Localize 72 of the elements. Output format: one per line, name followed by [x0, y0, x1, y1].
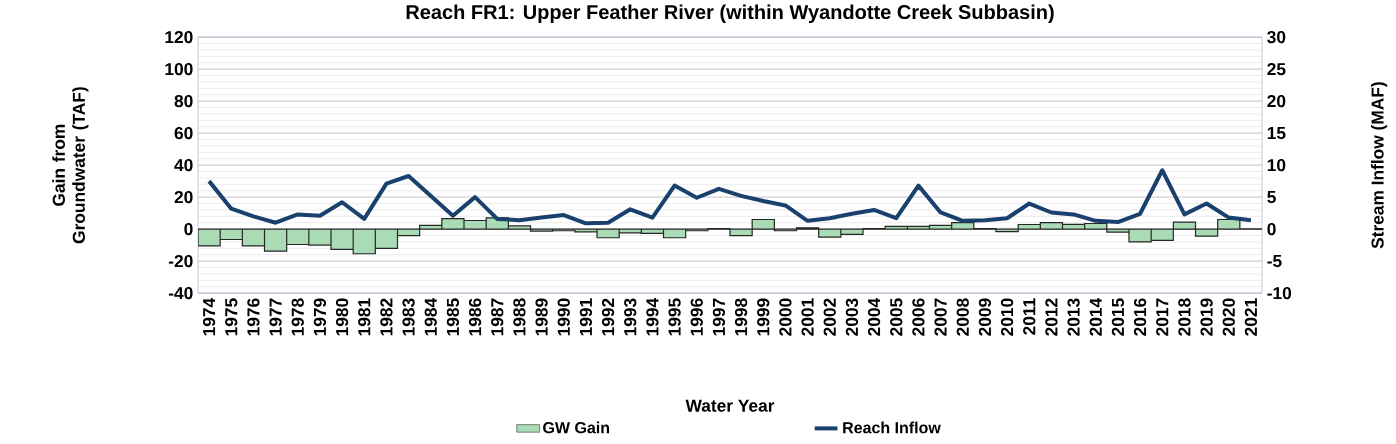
x-tick-label: 1986 [468, 298, 482, 336]
x-tick-label: 1998 [734, 298, 748, 336]
y2-tick-label: -5 [1267, 255, 1282, 268]
x-tick-label: 2005 [890, 298, 903, 336]
legend-label: GW Gain [543, 421, 610, 434]
x-tick-label: 1983 [402, 298, 415, 336]
x-tick-label: 1978 [291, 298, 304, 336]
x-tick-label: 2001 [801, 298, 814, 336]
x-tick-label: 2004 [867, 297, 881, 336]
x-tick-label: 2008 [956, 298, 969, 336]
y2-tick-label: -10 [1267, 286, 1292, 300]
x-tick-label: 1999 [757, 298, 770, 336]
x-tick-label: 2012 [1045, 298, 1058, 336]
legend-label: Reach Inflow [843, 421, 941, 434]
x-tick-label: 1993 [624, 298, 637, 336]
x-tick-label: 2000 [779, 298, 792, 336]
x-tick-label: 1977 [269, 298, 282, 336]
x-tick-label: 1997 [712, 298, 726, 336]
x-tick-label: 2003 [845, 298, 859, 336]
x-tick-label: 1982 [380, 298, 393, 336]
x-tick-label: 1994 [646, 297, 659, 336]
x-tick-label: 2017 [1156, 298, 1169, 336]
y-tick-label: 20 [174, 190, 193, 204]
y-tick-label: 120 [165, 30, 193, 44]
x-tick-label: 1975 [225, 298, 238, 336]
x-tick-label: 1985 [446, 298, 460, 336]
x-tick-label: 1980 [335, 298, 349, 336]
x-tick-label: 2013 [1067, 298, 1080, 336]
y2-tick-label: 5 [1267, 191, 1276, 204]
x-tick-label: 1979 [313, 298, 327, 336]
y-tick-label: -20 [168, 254, 193, 268]
x-tick-label: 1989 [535, 298, 548, 336]
y-tick-label: -40 [168, 286, 193, 300]
x-tick-label: 2002 [823, 298, 836, 336]
x-tick-label: 2011 [1023, 298, 1036, 335]
y2-tick-label: 25 [1267, 62, 1286, 76]
y2-tick-label: 10 [1267, 158, 1286, 172]
x-tick-label: 2007 [934, 298, 947, 336]
y-axis-title: Gain from Groundwater (TAF) [52, 87, 89, 244]
x-tick-label: 1991 [579, 298, 593, 336]
x-tick-label: 2021 [1244, 298, 1258, 336]
x-tick-label: 2015 [1111, 298, 1125, 336]
y2-axis-title: Stream Inflow (MAF) [1370, 82, 1388, 249]
y2-tick-label: 20 [1267, 94, 1286, 108]
y-tick-label: 40 [174, 158, 193, 172]
x-tick-label: 2006 [912, 298, 925, 336]
y-tick-label: 0 [184, 222, 193, 236]
x-tick-label: 1981 [358, 298, 371, 336]
x-tick-label: 1988 [513, 298, 526, 336]
x-tick-label: 1990 [557, 298, 570, 336]
y-tick-label: 80 [174, 94, 193, 108]
x-tick-label: 2009 [978, 298, 992, 336]
x-tick-label: 2016 [1133, 298, 1147, 336]
y2-tick-label: 0 [1267, 222, 1276, 236]
x-tick-label: 2019 [1200, 298, 1213, 336]
x-tick-label: 2010 [1000, 298, 1014, 336]
y2-tick-label: 30 [1267, 30, 1286, 44]
x-tick-label: 2018 [1178, 298, 1191, 336]
y2-tick-label: 15 [1267, 127, 1286, 140]
x-tick-label: 1987 [491, 298, 504, 336]
chart-title: Reach FR1: Upper Feather River (within Wyandotte Creek Subbasin) [406, 4, 1054, 24]
y-tick-label: 100 [165, 62, 193, 76]
x-tick-label: 1992 [601, 298, 615, 336]
y-tick-label: 60 [174, 126, 193, 140]
x-tick-label: 1974 [202, 297, 216, 336]
x-tick-label: 2014 [1089, 297, 1102, 336]
x-tick-label: 1996 [690, 298, 703, 336]
x-tick-label: 1995 [668, 298, 681, 336]
x-tick-label: 2020 [1222, 298, 1235, 336]
x-axis-title: Water Year [685, 399, 775, 412]
x-tick-label: 1976 [247, 298, 260, 336]
x-tick-label: 1984 [424, 297, 437, 336]
